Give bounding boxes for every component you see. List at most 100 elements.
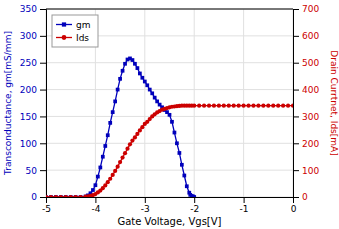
- series-marker: [192, 195, 196, 197]
- y-axis-tick-label: 100: [20, 139, 37, 149]
- x-axis-tick-label: -5: [42, 204, 51, 214]
- series-marker: [281, 104, 285, 108]
- series-marker: [74, 195, 78, 197]
- series-marker: [116, 88, 120, 92]
- series-marker: [150, 91, 154, 95]
- series-marker: [266, 104, 270, 108]
- series-marker: [185, 184, 189, 188]
- series-marker: [227, 104, 231, 108]
- grid-line-y: [46, 62, 293, 63]
- grid-line-x: [194, 9, 195, 197]
- series-marker: [111, 110, 115, 114]
- series-marker: [125, 147, 129, 151]
- y-axis-tick-label: 0: [31, 192, 37, 202]
- series-marker: [49, 195, 53, 197]
- series-marker: [155, 100, 159, 104]
- y2-axis-tick-mark: [293, 116, 299, 117]
- y-axis-tick: 250: [20, 58, 46, 68]
- grid-line-x: [243, 9, 244, 197]
- y2-axis-line: [294, 10, 300, 198]
- series-marker: [191, 195, 195, 197]
- y2-axis-tick-label: 700: [302, 4, 319, 14]
- series-marker: [128, 142, 132, 146]
- x-axis-tick: -5: [42, 197, 51, 214]
- series-marker: [246, 104, 250, 108]
- series-marker: [136, 66, 140, 70]
- series-marker: [69, 195, 73, 197]
- series-marker: [101, 155, 105, 159]
- series-marker: [94, 183, 98, 187]
- y2-axis-tick-label: 0: [302, 192, 308, 202]
- y-axis-tick-mark: [40, 36, 46, 37]
- y2-axis-tick: 300: [293, 112, 319, 122]
- series-marker: [59, 195, 63, 197]
- series-marker: [145, 83, 149, 87]
- y2-axis-tick-mark: [293, 170, 299, 171]
- grid-line-y: [46, 89, 293, 90]
- y-axis-tick-label: 150: [20, 112, 37, 122]
- series-marker: [168, 113, 172, 117]
- series-marker: [271, 104, 275, 108]
- y2-axis-tick-label: 500: [302, 58, 319, 68]
- series-marker: [54, 195, 58, 197]
- series: [46, 57, 196, 197]
- series-marker: [103, 144, 107, 148]
- series-marker: [111, 173, 115, 177]
- x-axis-tick-mark: [244, 197, 245, 203]
- series-marker: [180, 163, 184, 167]
- legend-box: [52, 15, 98, 47]
- series-marker: [178, 151, 182, 155]
- y2-axis-tick-label: 200: [302, 139, 319, 149]
- series-marker: [182, 174, 186, 178]
- series-marker: [131, 58, 135, 62]
- series-marker: [120, 155, 124, 159]
- series-marker: [140, 76, 144, 80]
- series-marker: [113, 100, 117, 104]
- y-axis: 050100150200250300350: [20, 4, 47, 202]
- series-marker: [148, 88, 152, 92]
- frame-top: [46, 9, 293, 10]
- series-marker: [143, 80, 147, 84]
- series-marker: [96, 175, 100, 179]
- series-marker: [123, 151, 127, 155]
- series-marker: [286, 104, 290, 108]
- series-marker: [113, 169, 117, 173]
- series-marker: [49, 195, 53, 197]
- legend-marker: [62, 35, 67, 40]
- series-marker: [217, 104, 221, 108]
- y2-axis-tick-mark: [293, 9, 299, 10]
- legend-label: gm: [76, 20, 90, 30]
- grid-line-y: [46, 170, 293, 171]
- series-marker: [64, 195, 68, 197]
- series-marker: [54, 195, 58, 197]
- y2-axis-tick: 200: [293, 139, 319, 149]
- series-marker: [222, 104, 226, 108]
- series-marker: [116, 165, 120, 169]
- y-axis-tick: 200: [20, 85, 46, 95]
- series-marker: [106, 133, 110, 137]
- x-axis-tick-label: -1: [240, 204, 249, 214]
- y2-axis-tick-label: 400: [302, 85, 319, 95]
- y-axis-tick: 300: [20, 31, 46, 41]
- series-marker: [123, 62, 127, 66]
- y2-axis-tick: 700: [293, 4, 319, 14]
- plot-area: [46, 57, 293, 197]
- y-axis-tick-label: 50: [26, 166, 38, 176]
- y2-axis-tick-label: 100: [302, 166, 319, 176]
- series: [46, 104, 293, 197]
- y2-axis-title: Drain Currtnet, Ids[mA]: [329, 50, 339, 155]
- series-marker: [138, 72, 142, 76]
- series-line: [46, 58, 194, 197]
- series-marker: [291, 104, 293, 108]
- series-marker: [64, 195, 68, 197]
- x-axis-tick-label: -2: [190, 204, 199, 214]
- y-axis-tick: 0: [31, 192, 46, 202]
- y-axis-tick: 50: [26, 166, 46, 176]
- grid-line-y: [46, 143, 293, 144]
- series-marker: [108, 177, 112, 181]
- series-marker: [133, 62, 137, 66]
- series-marker: [121, 69, 125, 73]
- series-marker: [74, 195, 78, 197]
- series-marker: [261, 104, 265, 108]
- series-marker: [59, 195, 63, 197]
